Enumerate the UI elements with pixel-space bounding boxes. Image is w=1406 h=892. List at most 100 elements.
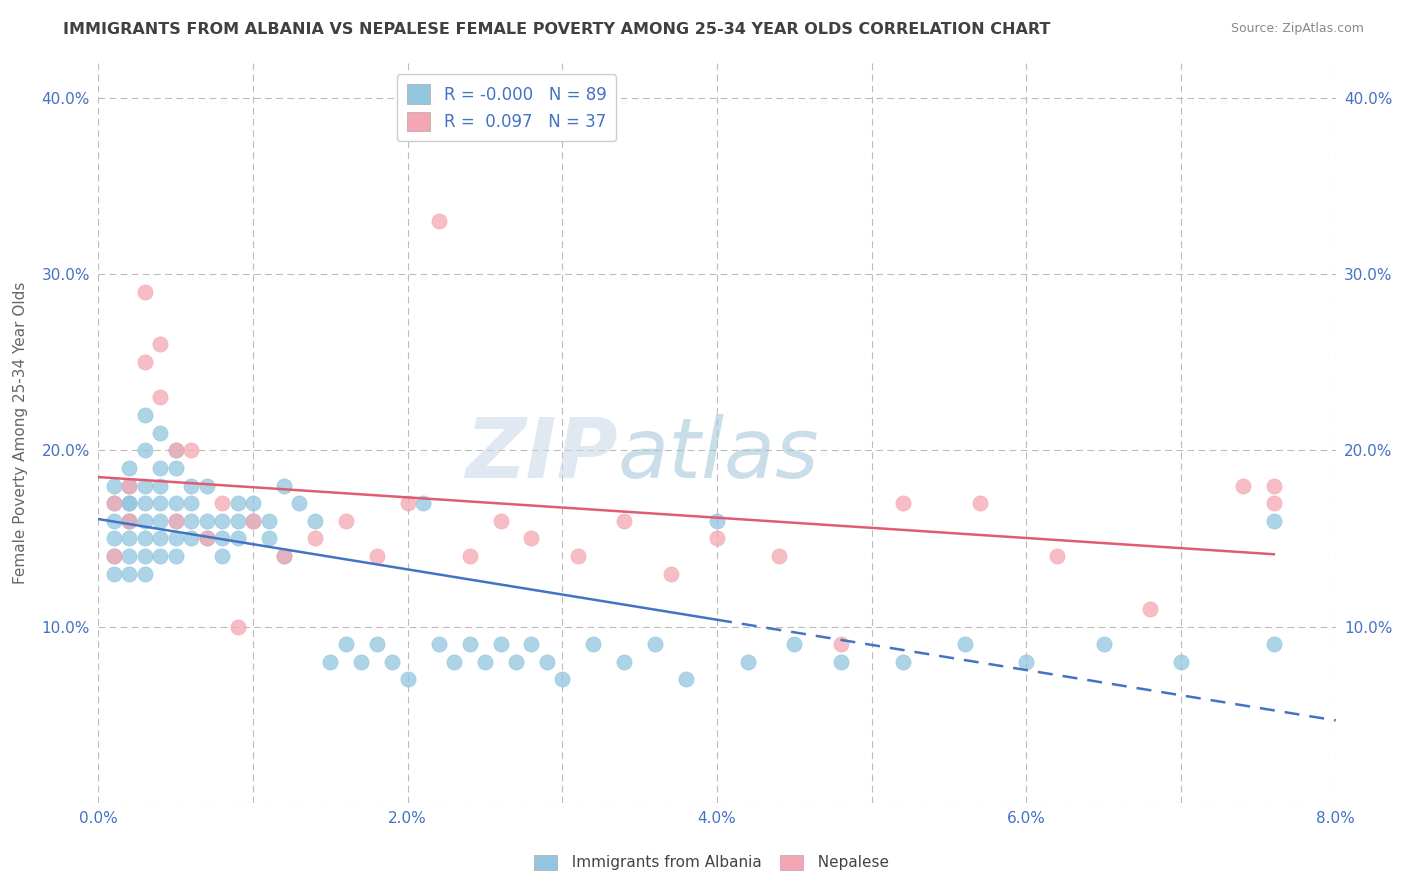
Point <box>134 514 156 528</box>
Point <box>149 496 172 510</box>
Point <box>273 549 295 563</box>
Point <box>412 496 434 510</box>
Point <box>118 496 141 510</box>
Point <box>180 478 202 492</box>
Point <box>149 532 172 546</box>
Text: atlas: atlas <box>619 414 820 495</box>
Point <box>582 637 605 651</box>
Point <box>165 514 187 528</box>
Point <box>520 532 543 546</box>
Point <box>659 566 682 581</box>
Point <box>134 532 156 546</box>
Point <box>103 514 125 528</box>
Point <box>427 637 450 651</box>
Point <box>489 514 512 528</box>
Point <box>195 514 218 528</box>
Point <box>103 496 125 510</box>
Point <box>149 549 172 563</box>
Point <box>195 478 218 492</box>
Point <box>226 532 249 546</box>
Legend: R = -0.000   N = 89, R =  0.097   N = 37: R = -0.000 N = 89, R = 0.097 N = 37 <box>396 74 616 141</box>
Point <box>335 637 357 651</box>
Point <box>1046 549 1069 563</box>
Point <box>118 532 141 546</box>
Point <box>149 337 172 351</box>
Point <box>165 514 187 528</box>
Point <box>180 532 202 546</box>
Point <box>180 443 202 458</box>
Point <box>165 443 187 458</box>
Point <box>830 637 852 651</box>
Point <box>149 514 172 528</box>
Point <box>242 514 264 528</box>
Point <box>134 355 156 369</box>
Point <box>474 655 496 669</box>
Point <box>768 549 790 563</box>
Point <box>103 549 125 563</box>
Point <box>103 478 125 492</box>
Point <box>257 532 280 546</box>
Point <box>1139 602 1161 616</box>
Point <box>304 532 326 546</box>
Point <box>567 549 589 563</box>
Y-axis label: Female Poverty Among 25-34 Year Olds: Female Poverty Among 25-34 Year Olds <box>13 282 28 583</box>
Point <box>505 655 527 669</box>
Text: Nepalese: Nepalese <box>808 855 890 870</box>
Point <box>1263 478 1285 492</box>
Point <box>891 655 914 669</box>
Point <box>165 532 187 546</box>
Point <box>1015 655 1038 669</box>
Point <box>335 514 357 528</box>
Point <box>195 532 218 546</box>
Point <box>396 673 419 687</box>
Point <box>134 496 156 510</box>
Point <box>613 514 636 528</box>
Point <box>165 496 187 510</box>
Point <box>118 461 141 475</box>
Point <box>675 673 697 687</box>
Text: Source: ZipAtlas.com: Source: ZipAtlas.com <box>1230 22 1364 36</box>
Point <box>165 443 187 458</box>
Point <box>103 566 125 581</box>
Text: IMMIGRANTS FROM ALBANIA VS NEPALESE FEMALE POVERTY AMONG 25-34 YEAR OLDS CORRELA: IMMIGRANTS FROM ALBANIA VS NEPALESE FEMA… <box>63 22 1050 37</box>
Point <box>118 514 141 528</box>
Point <box>195 532 218 546</box>
Point <box>226 619 249 633</box>
Point <box>165 549 187 563</box>
Point <box>396 496 419 510</box>
Point <box>304 514 326 528</box>
Point <box>226 514 249 528</box>
Point <box>427 214 450 228</box>
Point <box>458 637 481 651</box>
Point <box>319 655 342 669</box>
Point <box>134 566 156 581</box>
Point <box>180 514 202 528</box>
Point <box>350 655 373 669</box>
Point <box>226 496 249 510</box>
Point <box>706 532 728 546</box>
Point <box>1263 637 1285 651</box>
Point <box>891 496 914 510</box>
Point <box>134 478 156 492</box>
Point <box>242 496 264 510</box>
Point <box>134 549 156 563</box>
Point <box>242 514 264 528</box>
Point <box>134 443 156 458</box>
Point <box>103 549 125 563</box>
Point <box>257 514 280 528</box>
Point <box>443 655 465 669</box>
Point <box>366 637 388 651</box>
Point <box>118 496 141 510</box>
Point <box>953 637 976 651</box>
Point <box>830 655 852 669</box>
Point <box>211 496 233 510</box>
Point <box>489 637 512 651</box>
Point <box>737 655 759 669</box>
Point <box>211 549 233 563</box>
Point <box>180 496 202 510</box>
Point <box>103 532 125 546</box>
Point <box>149 390 172 404</box>
Point <box>613 655 636 669</box>
Point <box>118 549 141 563</box>
Point <box>211 514 233 528</box>
